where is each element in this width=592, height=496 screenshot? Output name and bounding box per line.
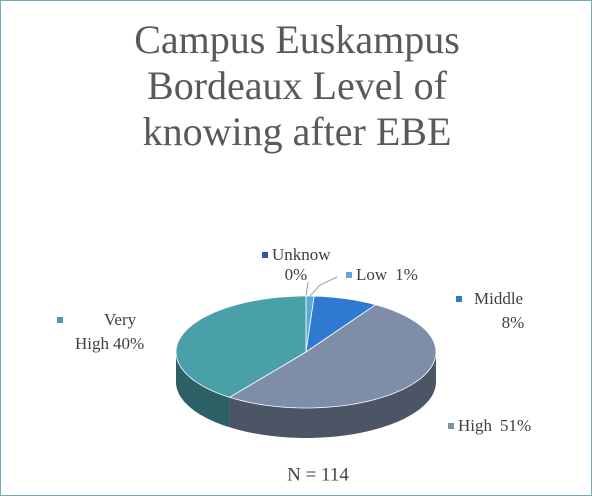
value-label: 8% <box>502 313 525 332</box>
leader-line <box>309 276 338 297</box>
slice <box>175 295 307 398</box>
pie <box>175 295 437 438</box>
category-label: Unknow <box>272 245 331 264</box>
slice-side <box>229 352 436 438</box>
legend-swatch <box>456 296 462 302</box>
slice-side <box>176 352 230 428</box>
category-label: Middle <box>474 289 523 308</box>
value-label: 51% <box>500 416 531 435</box>
category-label: Low <box>356 265 388 284</box>
data-label: High 40% <box>75 334 144 353</box>
value-label: 40% <box>113 334 144 353</box>
category-label: High <box>458 416 493 435</box>
category-label: Very <box>104 310 137 329</box>
legend-swatch <box>448 423 454 429</box>
data-label: Low 1% <box>356 265 418 284</box>
chart-title: Campus Euskampus Bordeaux Level of knowi… <box>134 17 460 154</box>
category-label: High <box>75 334 110 353</box>
value-label: 0% <box>285 265 308 284</box>
annotation: N = 114 <box>287 464 349 485</box>
legend-swatch <box>262 252 268 258</box>
leader-line <box>305 281 309 297</box>
legend-swatch <box>346 272 352 278</box>
legend-swatch <box>57 317 63 323</box>
slice <box>228 304 437 409</box>
value-label: 1% <box>395 265 418 284</box>
slice <box>305 295 377 353</box>
data-label: High 51% <box>458 416 531 435</box>
